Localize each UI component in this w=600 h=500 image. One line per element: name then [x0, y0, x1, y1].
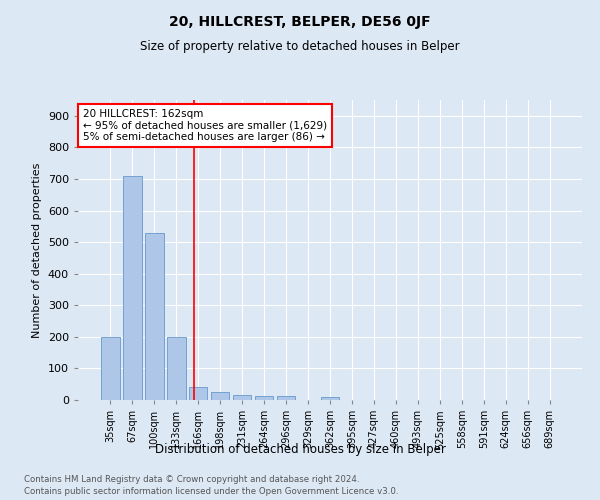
- Text: 20, HILLCREST, BELPER, DE56 0JF: 20, HILLCREST, BELPER, DE56 0JF: [169, 15, 431, 29]
- Bar: [277, 396, 295, 400]
- Bar: [233, 396, 251, 400]
- Text: 20 HILLCREST: 162sqm
← 95% of detached houses are smaller (1,629)
5% of semi-det: 20 HILLCREST: 162sqm ← 95% of detached h…: [83, 109, 327, 142]
- Text: Size of property relative to detached houses in Belper: Size of property relative to detached ho…: [140, 40, 460, 53]
- Text: Distribution of detached houses by size in Belper: Distribution of detached houses by size …: [155, 442, 445, 456]
- Text: Contains public sector information licensed under the Open Government Licence v3: Contains public sector information licen…: [24, 488, 398, 496]
- Bar: [320, 397, 340, 400]
- Bar: [123, 176, 142, 400]
- Bar: [189, 388, 208, 400]
- Y-axis label: Number of detached properties: Number of detached properties: [32, 162, 42, 338]
- Bar: [101, 337, 119, 400]
- Bar: [211, 392, 229, 400]
- Bar: [145, 232, 164, 400]
- Bar: [167, 337, 185, 400]
- Bar: [255, 396, 274, 400]
- Text: Contains HM Land Registry data © Crown copyright and database right 2024.: Contains HM Land Registry data © Crown c…: [24, 475, 359, 484]
